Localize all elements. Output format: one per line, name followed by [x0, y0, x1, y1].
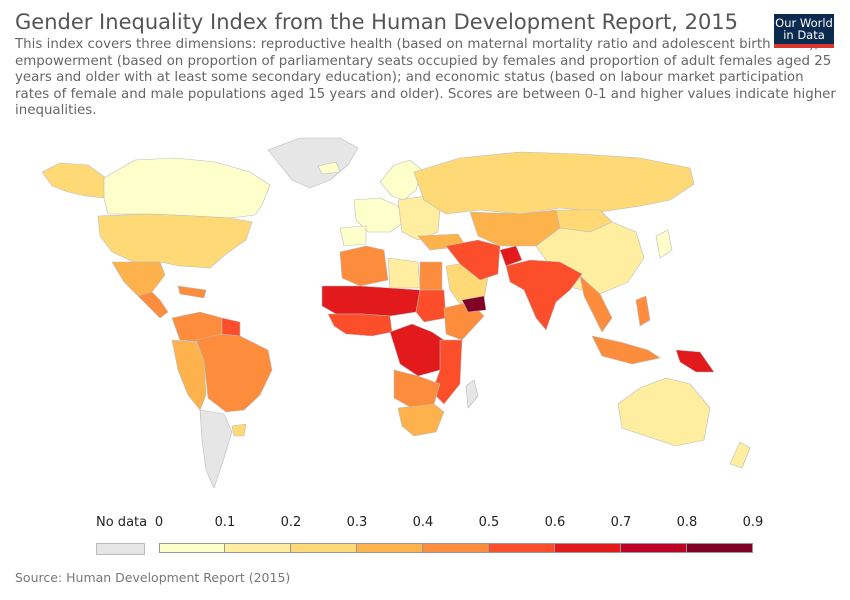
region-brazil[interactable] — [195, 333, 273, 413]
region-central-africa[interactable] — [389, 323, 445, 377]
region-sahel[interactable] — [321, 285, 421, 317]
chart-title: Gender Inequality Index from the Human D… — [15, 10, 739, 34]
region-iberia[interactable] — [339, 225, 367, 247]
region-philippines[interactable] — [635, 295, 651, 327]
chart-subtitle: This index covers three dimensions: repr… — [15, 37, 836, 118]
legend-tick-label: 0.2 — [280, 515, 302, 530]
region-canada[interactable] — [103, 157, 271, 219]
region-libya[interactable] — [387, 257, 421, 289]
region-southern-africa[interactable] — [397, 403, 445, 437]
region-east-africa[interactable] — [431, 339, 463, 405]
source-note: Source: Human Development Report (2015) — [15, 570, 291, 585]
region-indonesia[interactable] — [591, 335, 661, 365]
legend-color-bin — [687, 543, 753, 553]
legend-tick-label: 0 — [154, 515, 164, 530]
region-north-africa-west[interactable] — [339, 245, 389, 287]
region-papua-new-guinea[interactable] — [675, 349, 715, 373]
region-southern-cone[interactable] — [199, 409, 233, 489]
region-madagascar[interactable] — [465, 379, 479, 409]
legend-tick-label: 0.6 — [544, 515, 566, 530]
legend-tick-label: 0.8 — [676, 515, 698, 530]
region-yemen[interactable] — [461, 295, 487, 313]
region-uruguay[interactable] — [231, 423, 247, 437]
logo-line-2: in Data — [783, 28, 825, 42]
legend-tick-label: 0.7 — [610, 515, 632, 530]
region-mexico[interactable] — [111, 261, 166, 297]
region-caribbean[interactable] — [177, 285, 207, 299]
legend-color-bin — [357, 543, 423, 553]
region-southeast-asia[interactable] — [579, 275, 613, 333]
region-sudan[interactable] — [415, 289, 447, 323]
legend-color-bin — [555, 543, 621, 553]
legend-no-data-swatch — [96, 543, 145, 555]
region-western-europe[interactable] — [353, 197, 405, 233]
legend-color-bin — [621, 543, 687, 553]
region-alaska[interactable] — [41, 162, 107, 199]
region-south-asia[interactable] — [505, 259, 583, 331]
legend-color-bin — [159, 543, 225, 553]
our-world-in-data-logo[interactable]: Our World in Data — [774, 14, 834, 48]
region-central-america[interactable] — [137, 291, 169, 319]
region-new-zealand[interactable] — [729, 441, 751, 469]
legend-tick-label: 0.1 — [214, 515, 236, 530]
region-iceland[interactable] — [317, 161, 341, 175]
legend-tick-label: 0.5 — [478, 515, 500, 530]
region-egypt[interactable] — [419, 261, 443, 291]
region-japan[interactable] — [655, 229, 673, 259]
legend-tick-label: 0.9 — [742, 515, 764, 530]
legend-color-bin — [423, 543, 489, 553]
legend-no-data-label: No data — [96, 515, 148, 530]
logo-line-1: Our World — [775, 16, 833, 30]
region-angola-zambia[interactable] — [393, 369, 441, 409]
world-choropleth-map — [41, 137, 751, 489]
legend-color-bin — [225, 543, 291, 553]
legend-color-bin — [291, 543, 357, 553]
region-united-states[interactable] — [97, 213, 253, 269]
color-legend: No data 0 0.1 0.2 0.3 0.4 0.5 0.6 0.7 0.8 0.9 — [0, 505, 850, 565]
region-west-africa-coast[interactable] — [327, 313, 393, 337]
region-iran-iraq[interactable] — [445, 239, 501, 281]
region-andes[interactable] — [171, 339, 207, 411]
region-australia[interactable] — [617, 377, 711, 447]
region-scandinavia[interactable] — [379, 159, 423, 201]
legend-color-bin — [489, 543, 555, 553]
region-greenland[interactable] — [267, 137, 359, 189]
legend-tick-label: 0.3 — [346, 515, 368, 530]
region-russia[interactable] — [413, 151, 695, 215]
region-afghanistan[interactable] — [499, 245, 523, 267]
legend-tick-label: 0.4 — [412, 515, 434, 530]
region-guyanas[interactable] — [221, 317, 241, 337]
